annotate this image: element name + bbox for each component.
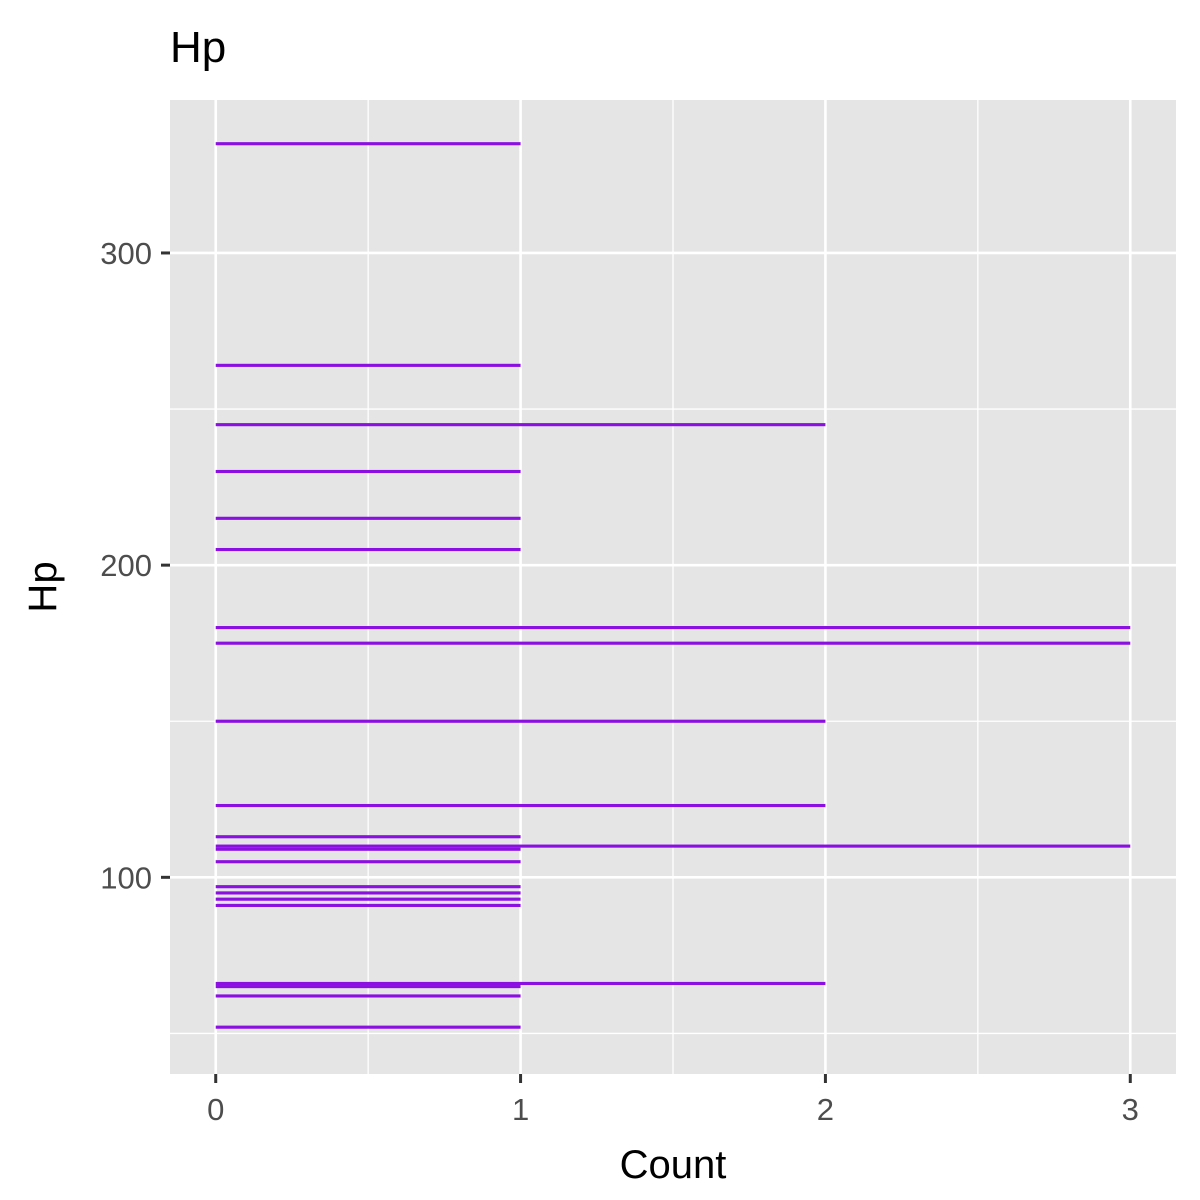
x-tick-label: 3 — [1122, 1092, 1139, 1127]
bar — [215, 981, 826, 986]
bar — [215, 363, 521, 367]
x-tick-label: 0 — [207, 1092, 224, 1127]
bar — [215, 423, 826, 427]
x-tick-label: 1 — [512, 1092, 529, 1127]
bar — [215, 835, 521, 839]
bar — [215, 516, 521, 520]
bar — [215, 641, 1131, 645]
bar — [215, 844, 1131, 848]
bar — [215, 994, 521, 998]
minor-gridlines — [170, 100, 1176, 1074]
bar — [215, 719, 826, 723]
bars — [215, 142, 1131, 1029]
bar — [215, 847, 521, 851]
x-axis-ticks: 0 1 2 3 — [207, 1074, 1139, 1127]
bar — [215, 1025, 521, 1029]
bar — [215, 469, 521, 474]
bar — [215, 897, 521, 901]
bar — [215, 547, 521, 552]
bar — [215, 885, 521, 889]
y-tick-label: 200 — [100, 548, 152, 583]
chart-title: Hp — [170, 23, 226, 72]
major-gridlines — [170, 100, 1176, 1074]
y-tick-label: 100 — [100, 860, 152, 895]
bar — [215, 626, 1131, 630]
y-axis-title: Hp — [21, 561, 65, 612]
bar — [215, 903, 521, 907]
y-tick-label: 300 — [100, 236, 152, 271]
x-axis-title: Count — [620, 1143, 727, 1187]
bar — [215, 985, 521, 989]
bar — [215, 142, 521, 146]
x-tick-label: 2 — [817, 1092, 834, 1127]
bar — [215, 860, 521, 864]
bar — [215, 803, 826, 808]
bar — [215, 891, 521, 895]
y-axis-ticks: 100 200 300 — [100, 236, 170, 895]
